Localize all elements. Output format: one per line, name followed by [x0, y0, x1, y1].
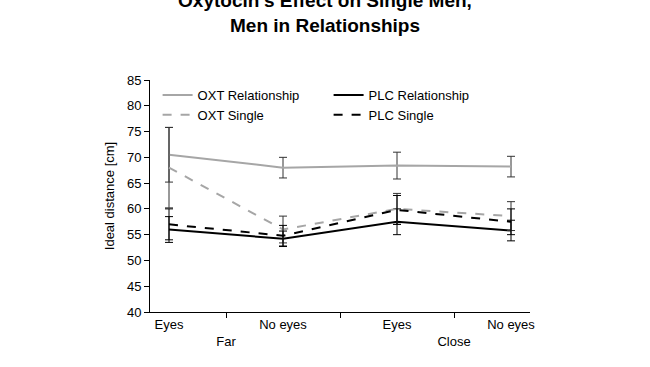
svg-text:Eyes: Eyes	[383, 317, 412, 332]
svg-text:50: 50	[127, 253, 141, 268]
svg-text:Ideal distance [cm]: Ideal distance [cm]	[102, 142, 117, 250]
svg-text:PLC Single: PLC Single	[369, 108, 434, 123]
svg-text:65: 65	[127, 176, 141, 191]
svg-text:45: 45	[127, 279, 141, 294]
svg-text:70: 70	[127, 150, 141, 165]
svg-text:No eyes: No eyes	[259, 317, 307, 332]
svg-text:Eyes: Eyes	[155, 317, 184, 332]
svg-text:55: 55	[127, 227, 141, 242]
svg-text:Close: Close	[437, 334, 470, 349]
svg-text:Far: Far	[216, 334, 236, 349]
svg-text:OXT Relationship: OXT Relationship	[198, 88, 300, 103]
svg-text:60: 60	[127, 201, 141, 216]
svg-text:85: 85	[127, 73, 141, 88]
svg-text:No eyes: No eyes	[487, 317, 535, 332]
svg-text:40: 40	[127, 305, 141, 320]
svg-text:Oxytocin's Effect on Single Me: Oxytocin's Effect on Single Men,Men in R…	[178, 0, 472, 36]
svg-text:PLC Relationship: PLC Relationship	[369, 88, 469, 103]
svg-text:OXT Single: OXT Single	[198, 108, 264, 123]
svg-text:75: 75	[127, 124, 141, 139]
svg-text:80: 80	[127, 98, 141, 113]
